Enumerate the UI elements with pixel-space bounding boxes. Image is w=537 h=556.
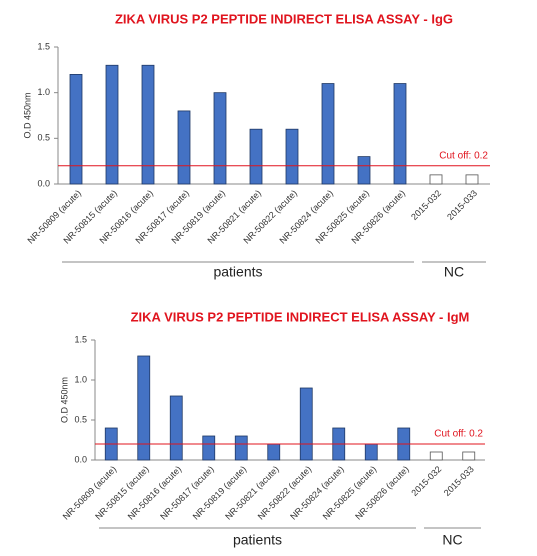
bar [177,110,191,185]
group-label: NC [444,264,464,280]
y-tick-label: 1.5 [37,41,50,51]
y-tick-label: 0.5 [37,133,50,143]
chart-title: ZIKA VIRUS P2 PEPTIDE INDIRECT ELISA ASS… [131,309,470,324]
bar [137,355,151,461]
bar [141,64,155,185]
y-tick-label: 0.0 [74,454,87,464]
y-axis-label: O.D 450nm [59,377,69,423]
bar [321,83,335,185]
bar [285,128,299,185]
bar [364,443,378,461]
group-label: patients [233,532,282,548]
bar [357,156,371,185]
bar [462,451,476,461]
bar [234,435,248,461]
y-tick-label: 0.0 [37,178,50,188]
y-tick-label: 1.0 [37,87,50,97]
x-tick-label: 2015-032 [409,188,443,222]
bar [429,451,443,461]
bar [393,83,407,185]
bar [299,387,313,461]
x-tick-label: 2015-032 [409,464,443,498]
cutoff-label: Cut off: 0.2 [434,429,483,440]
y-tick-label: 1.0 [74,374,87,384]
y-tick-label: 1.5 [74,334,87,344]
bar [169,395,183,461]
y-tick-label: 0.5 [74,414,87,424]
y-axis-label: O.D 450nm [22,92,32,138]
bar [202,435,216,461]
bar [105,64,119,185]
x-tick-label: 2015-033 [442,464,476,498]
bar [267,443,281,461]
bar [69,74,83,185]
x-tick-label: 2015-033 [445,188,479,222]
group-label: NC [442,532,462,548]
cutoff-label: Cut off: 0.2 [439,150,488,161]
bar [465,174,479,185]
bar [213,92,227,185]
x-tick-label: NR-50809 (acute) [61,464,119,522]
chart-title: ZIKA VIRUS P2 PEPTIDE INDIRECT ELISA ASS… [115,11,453,26]
group-label: patients [213,264,262,280]
bar [249,128,263,185]
bar [429,174,443,185]
